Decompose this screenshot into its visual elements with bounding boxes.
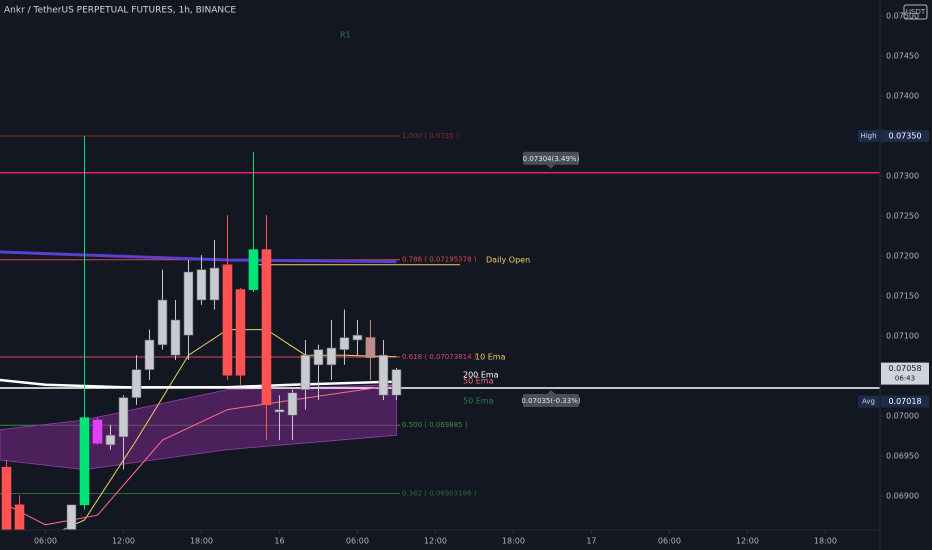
price-line-box <box>523 151 579 165</box>
x-tick-label: 12:00 <box>112 537 135 546</box>
price-line-pointer <box>547 390 555 394</box>
ema-label: 200 Ema <box>463 371 499 380</box>
candle-body <box>222 264 233 376</box>
price-line-box <box>523 394 579 407</box>
candle-body <box>170 319 181 356</box>
candle-body <box>157 299 168 346</box>
candle-body <box>118 397 129 438</box>
currency[interactable]: USDT <box>906 8 926 16</box>
candle-body <box>235 289 246 376</box>
y-tick-label: 0.07500 <box>886 12 919 21</box>
currency-box[interactable] <box>903 4 928 20</box>
candle-body <box>391 369 402 396</box>
fib-label: 1.000 ( 0.0735 ) <box>402 132 459 140</box>
daily-open-label: Daily Open <box>486 256 530 265</box>
candle-body <box>339 337 350 350</box>
candle-body <box>105 434 116 446</box>
candle-body <box>352 334 363 341</box>
y-tick-label: 0.07000 <box>886 412 919 421</box>
candle-body <box>300 354 311 390</box>
candle-body <box>196 269 207 301</box>
fib-label: 0.786 ( 0.07195378 ) <box>402 256 477 264</box>
candle-body <box>274 409 285 413</box>
chart-title: Ankr / TetherUS PERPETUAL FUTURES, 1h, B… <box>4 6 236 16</box>
candle-body <box>92 419 103 444</box>
y-tick-label: 0.06950 <box>886 452 919 461</box>
y-tick-label: 0.07100 <box>886 332 919 341</box>
x-tick-label: 06:00 <box>34 537 57 546</box>
fib-label: 0.618 ( 0.07073814 ) <box>402 353 477 361</box>
candle-body <box>131 369 142 398</box>
axes: 0.07500 0.07450 0.07400 0.07350 0.07300 0.072… <box>34 12 929 546</box>
x-tick-label: 18:00 <box>190 537 213 546</box>
ema-label: 50 Ema <box>463 377 494 386</box>
axis-tag-name: Avg <box>862 398 875 406</box>
candle-body <box>378 354 389 396</box>
marker-label: R1 <box>340 31 351 40</box>
candle-body <box>209 267 220 301</box>
candle-body <box>248 249 259 290</box>
ribbon <box>0 384 397 471</box>
y-tick-label: 0.07450 <box>886 52 919 61</box>
last-price-label: 0.07058 <box>888 364 921 373</box>
candle-body <box>66 504 77 530</box>
axis-tag-name-box <box>858 130 879 142</box>
axis-tag-label: 0.07018 <box>888 397 921 406</box>
y-tick-label: 0.07150 <box>886 292 919 301</box>
axis-tag-label: 0.07350 <box>888 132 921 141</box>
x-tick-label: 18:00 <box>502 537 525 546</box>
price-line-label: 0.07035(-0.33%) <box>521 397 580 405</box>
fib-label: 0.500 ( 0.069885 ) <box>402 421 468 429</box>
x-tick-label: 17 <box>586 537 596 546</box>
y-tick-label: 0.07300 <box>886 172 919 181</box>
axis-tag-name-box <box>858 395 879 408</box>
price-line-label: 0.07304(3.49%) <box>523 155 580 163</box>
candle-body <box>14 504 25 530</box>
axis-tag-name: High <box>860 132 876 140</box>
candle-body <box>144 339 155 370</box>
axis-tag-box <box>881 130 929 142</box>
x-tick-label: 06:00 <box>346 537 369 546</box>
candle-body <box>365 337 376 358</box>
candle-body <box>261 249 272 406</box>
fib-label: 0.382 ( 0.06903186 ) <box>402 489 477 497</box>
candle-body <box>79 417 90 506</box>
candle-body <box>1 466 12 530</box>
plot-area: 1.000 ( 0.0735 ) 0.786 ( 0.07195378 ) 0.61… <box>0 132 880 530</box>
price-line-pointer <box>547 164 555 169</box>
x-tick-label: 18:00 <box>814 537 837 546</box>
last-price-box <box>881 362 929 385</box>
ema-label: 10 Ema <box>475 353 506 362</box>
candle-body <box>313 349 324 366</box>
x-tick-label: 12:00 <box>424 537 447 546</box>
countdown: 06:43 <box>895 375 915 383</box>
y-tick-label: 0.07250 <box>886 212 919 221</box>
x-tick-label: 12:00 <box>736 537 759 546</box>
ema-label: 50 Ema <box>463 397 494 406</box>
y-tick-label: 0.07200 <box>886 252 919 261</box>
candle-body <box>326 347 337 366</box>
axis-tag-box <box>881 395 929 408</box>
y-tick-label: 0.06900 <box>886 492 919 501</box>
x-tick-label: 06:00 <box>658 537 681 546</box>
candle-body <box>183 271 194 336</box>
candle-body <box>287 392 298 416</box>
x-tick-label: 16 <box>274 537 284 546</box>
y-tick-label: 0.07400 <box>886 92 919 101</box>
